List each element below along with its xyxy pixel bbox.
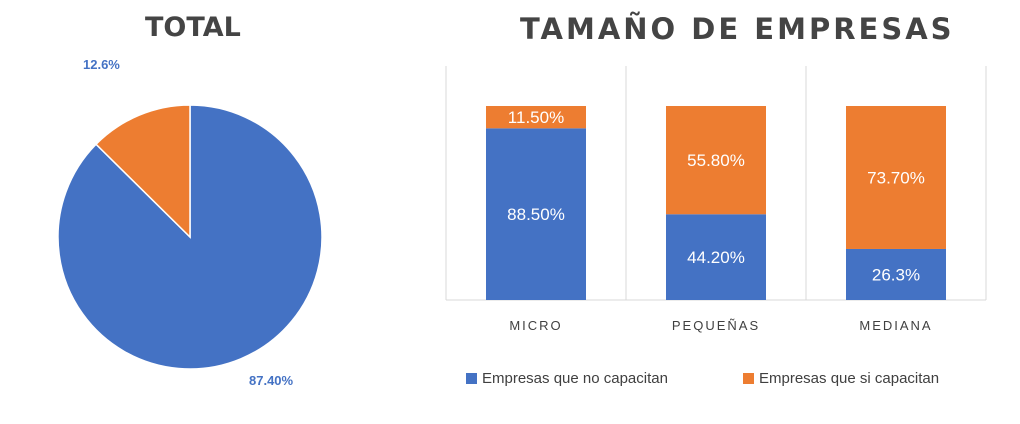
data-label-pequeñas-no-capacitan: 44.20% (687, 248, 745, 267)
pie-slice-no-capacitan (57, 104, 323, 370)
legend-item-no-capacitan: Empresas que no capacitan (466, 370, 668, 387)
legend-swatch-si-capacitan (743, 373, 754, 384)
bar-micro-si-capacitan (486, 106, 586, 129)
pie-chart-title: TOTAL (145, 12, 241, 43)
bar-mediana-si-capacitan (846, 106, 946, 249)
data-label-mediana-no-capacitan: 26.3% (872, 265, 920, 284)
x-tick-label-2: MEDIANA (859, 318, 932, 333)
data-label-micro-no-capacitan: 88.50% (507, 205, 565, 224)
bar-pequeñas-no-capacitan (666, 214, 766, 300)
x-tick-label-1: PEQUEÑAS (672, 318, 760, 333)
pie-slice-si-capacitan (95, 104, 191, 239)
data-label-micro-si-capacitan: 11.50% (508, 108, 564, 127)
bar-micro-no-capacitan (486, 128, 586, 300)
bar-chart-title: TAMAÑO DE EMPRESAS (520, 12, 955, 46)
legend-swatch-no-capacitan (466, 373, 477, 384)
data-label-mediana-si-capacitan: 73.70% (867, 168, 925, 187)
bar-mediana-no-capacitan (846, 248, 946, 300)
legend-item-si-capacitan: Empresas que si capacitan (743, 370, 939, 387)
legend-label-no-capacitan: Empresas que no capacitan (482, 370, 668, 387)
data-label-pequeñas-si-capacitan: 55.80% (687, 151, 745, 170)
pie-data-label-no-capacitan: 87.40% (249, 373, 294, 388)
legend-label-si-capacitan: Empresas que si capacitan (759, 370, 940, 387)
pie-data-label-si-capacitan: 12.6% (83, 57, 120, 72)
x-tick-label-0: MICRO (509, 318, 562, 333)
bar-pequeñas-si-capacitan (666, 106, 766, 215)
